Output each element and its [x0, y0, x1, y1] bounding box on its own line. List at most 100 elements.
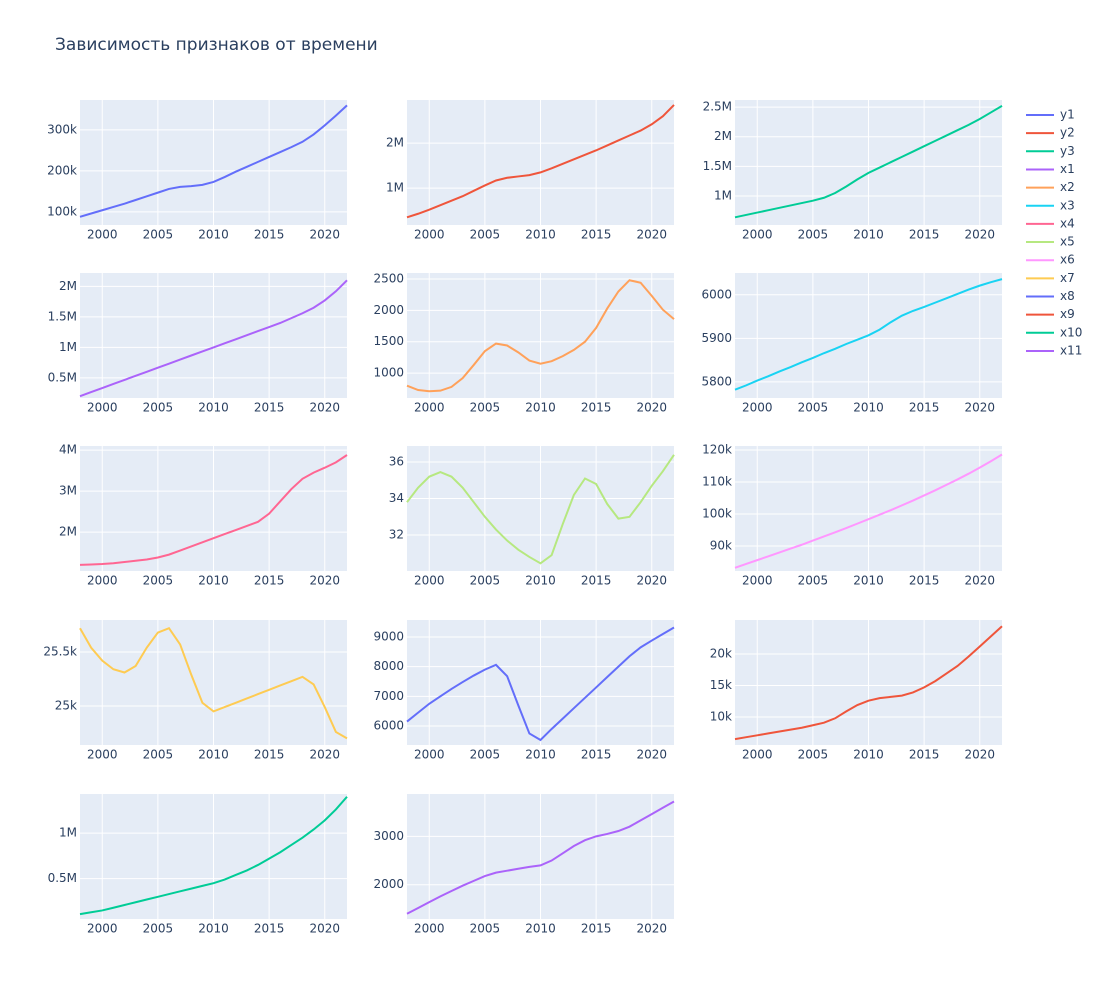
- x-tick-label: 2000: [414, 574, 445, 588]
- line-series: [406, 626, 675, 742]
- x-tick-label: 2010: [525, 574, 556, 588]
- y-tick-label: 2000: [373, 303, 404, 317]
- x-tick-label: 2010: [525, 922, 556, 936]
- y-tick-label: 120k: [702, 443, 732, 457]
- x-tick-label: 2005: [143, 748, 174, 762]
- x-tick-label: 2000: [742, 748, 773, 762]
- y-tick-label: 2M: [386, 136, 404, 150]
- x-tick-label: 2020: [964, 574, 995, 588]
- x-tick-label: 2010: [853, 574, 884, 588]
- x-tick-label: 2015: [909, 748, 940, 762]
- y-tick-label: 0.5M: [48, 370, 77, 384]
- y-tick-label: 1500: [373, 334, 404, 348]
- x-tick-label: 2015: [254, 228, 285, 242]
- y-tick-label: 1000: [373, 366, 404, 380]
- legend-label: x3: [1060, 198, 1075, 212]
- line-series: [734, 105, 1003, 219]
- y-tick-label: 34: [389, 491, 404, 505]
- x-tick-label: 2000: [414, 922, 445, 936]
- y-tick-label: 9000: [373, 629, 404, 643]
- x-tick-label: 2005: [143, 401, 174, 415]
- x-tick-label: 2000: [87, 922, 118, 936]
- y-tick-label: 6000: [701, 287, 732, 301]
- x-tick-label: 2000: [87, 228, 118, 242]
- y-tick-label: 2000: [373, 877, 404, 891]
- line-series: [734, 625, 1003, 741]
- x-tick-label: 2020: [309, 401, 340, 415]
- y-tick-label: 8000: [373, 659, 404, 673]
- x-tick-label: 2000: [87, 574, 118, 588]
- x-tick-label: 2015: [254, 922, 285, 936]
- y-tick-label: 2M: [59, 525, 77, 539]
- x-tick-label: 2010: [525, 228, 556, 242]
- legend-label: y1: [1060, 108, 1075, 122]
- y-tick-label: 25.5k: [43, 644, 77, 658]
- x-tick-label: 2020: [636, 922, 667, 936]
- x-tick-label: 2010: [198, 922, 229, 936]
- x-tick-label: 2010: [525, 748, 556, 762]
- x-tick-label: 2020: [964, 228, 995, 242]
- x-tick-label: 2015: [581, 922, 612, 936]
- y-tick-label: 90k: [710, 539, 732, 553]
- y-tick-label: 1M: [714, 188, 732, 202]
- y-tick-label: 20k: [710, 647, 732, 661]
- x-tick-label: 2005: [470, 922, 501, 936]
- x-tick-label: 2010: [525, 401, 556, 415]
- x-tick-label: 2005: [470, 401, 501, 415]
- x-tick-label: 2015: [254, 574, 285, 588]
- x-tick-label: 2020: [636, 401, 667, 415]
- x-tick-label: 2020: [636, 574, 667, 588]
- legend-label: y2: [1060, 126, 1075, 140]
- y-tick-label: 4M: [59, 443, 77, 457]
- y-tick-label: 15k: [710, 678, 732, 692]
- legend-label: x1: [1060, 162, 1075, 176]
- x-tick-label: 2005: [143, 922, 174, 936]
- y-tick-label: 2M: [714, 129, 732, 143]
- line-series: [79, 104, 348, 218]
- figure-title: Зависимость признаков от времени: [55, 35, 378, 55]
- line-series: [406, 800, 675, 915]
- x-tick-label: 2000: [742, 401, 773, 415]
- legend-label: x7: [1060, 271, 1075, 285]
- x-tick-label: 2000: [742, 228, 773, 242]
- line-series: [406, 104, 675, 219]
- line-series: [734, 278, 1003, 391]
- y-tick-label: 2500: [373, 271, 404, 285]
- y-tick-label: 1.5M: [703, 159, 732, 173]
- x-tick-label: 2000: [414, 748, 445, 762]
- y-tick-label: 6000: [373, 719, 404, 733]
- y-tick-label: 25k: [55, 698, 77, 712]
- legend-label: x8: [1060, 289, 1075, 303]
- y-tick-label: 3000: [373, 829, 404, 843]
- x-tick-label: 2005: [798, 748, 829, 762]
- y-tick-label: 0.5M: [48, 871, 77, 885]
- x-tick-label: 2020: [636, 748, 667, 762]
- x-tick-label: 2000: [742, 574, 773, 588]
- legend-label: x4: [1060, 216, 1075, 230]
- y-tick-label: 10k: [710, 710, 732, 724]
- x-tick-label: 2020: [309, 748, 340, 762]
- legend-label: y3: [1060, 144, 1075, 158]
- line-series: [734, 453, 1003, 569]
- y-tick-label: 1M: [386, 181, 404, 195]
- x-tick-label: 2015: [254, 748, 285, 762]
- x-tick-label: 2010: [198, 228, 229, 242]
- y-tick-label: 100k: [47, 204, 77, 218]
- legend-label: x2: [1060, 180, 1075, 194]
- line-series: [79, 626, 348, 740]
- y-tick-label: 200k: [47, 163, 77, 177]
- line-series: [79, 796, 348, 916]
- x-tick-label: 2010: [853, 748, 884, 762]
- x-tick-label: 2005: [470, 748, 501, 762]
- x-tick-label: 2000: [414, 401, 445, 415]
- x-tick-label: 2020: [636, 228, 667, 242]
- x-tick-label: 2015: [909, 401, 940, 415]
- y-tick-label: 300k: [47, 122, 77, 136]
- x-tick-label: 2015: [581, 748, 612, 762]
- legend-label: x10: [1060, 325, 1082, 339]
- x-tick-label: 2005: [470, 228, 501, 242]
- x-tick-label: 2005: [470, 574, 501, 588]
- y-tick-label: 1M: [59, 826, 77, 840]
- y-tick-label: 1M: [59, 340, 77, 354]
